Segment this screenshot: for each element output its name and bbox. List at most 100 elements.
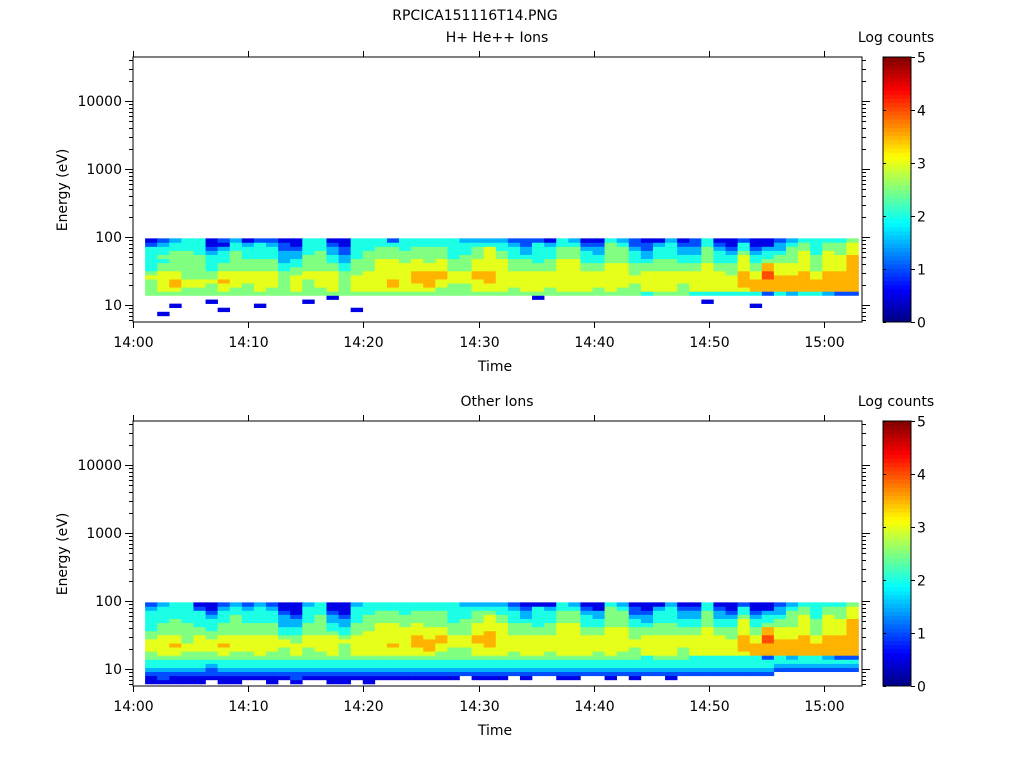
heatmap-cell: [362, 618, 376, 624]
heatmap-cell: [399, 246, 412, 251]
heatmap-cell: [592, 663, 605, 668]
heatmap-cell: [761, 275, 775, 280]
colorbar-segment: [883, 272, 911, 277]
heatmap-cell: [314, 606, 327, 611]
heatmap-cell: [338, 671, 351, 677]
heatmap-cell: [713, 271, 726, 276]
heatmap-cell: [278, 238, 291, 243]
heatmap-cell: [302, 266, 315, 272]
heatmap-cell: [628, 630, 642, 636]
heatmap-cell: [568, 626, 581, 632]
heatmap-cell: [411, 238, 424, 243]
heatmap-cell: [217, 651, 231, 656]
heatmap-cell: [302, 271, 315, 276]
heatmap-cell: [749, 242, 763, 247]
heatmap-cell: [773, 626, 787, 632]
heatmap-cell: [652, 283, 666, 288]
heatmap-cell: [519, 614, 533, 619]
heatmap-cell: [435, 635, 448, 640]
colorbar-segment: [883, 214, 911, 219]
heatmap-cell: [773, 258, 787, 264]
heatmap-cell: [302, 671, 315, 677]
heatmap-cell: [399, 622, 412, 628]
heatmap-cell: [580, 659, 593, 664]
colorbar-segment: [883, 512, 911, 517]
heatmap-cell: [386, 602, 400, 607]
heatmap-cell: [616, 639, 630, 644]
heatmap-cell: [519, 622, 533, 628]
heatmap-cell: [338, 606, 351, 611]
colorbar-segment: [883, 193, 911, 199]
heatmap-cell: [229, 643, 243, 648]
heatmap-cell: [507, 242, 521, 247]
heatmap-cell: [253, 655, 267, 660]
heatmap-cell: [253, 279, 267, 284]
heatmap-cell: [640, 287, 654, 292]
colorbar-segment: [883, 454, 911, 459]
heatmap-cell: [423, 618, 436, 624]
heatmap-cell: [459, 606, 472, 611]
heatmap-cell: [241, 610, 255, 615]
heatmap-cell: [362, 258, 376, 264]
heatmap-cell: [157, 262, 170, 268]
colorbar-segment: [883, 536, 911, 542]
heatmap-cell: [447, 606, 460, 611]
heatmap-cell: [786, 606, 799, 611]
heatmap-cell: [725, 630, 738, 636]
heatmap-cell: [568, 622, 581, 628]
heatmap-cell: [580, 262, 593, 268]
heatmap-cell: [157, 311, 170, 317]
heatmap-cell: [810, 606, 823, 611]
heatmap-cell: [665, 651, 678, 656]
heatmap-cell: [217, 307, 231, 313]
heatmap-cell: [411, 655, 424, 660]
heatmap-cell: [665, 606, 678, 611]
heatmap-cell: [725, 287, 738, 292]
heatmap-cell: [386, 630, 400, 636]
heatmap-cell: [725, 639, 738, 644]
heatmap-cell: [471, 651, 484, 656]
heatmap-cell: [713, 622, 726, 628]
heatmap-cell: [374, 675, 388, 681]
heatmap-cell: [483, 275, 497, 280]
heatmap-cell: [459, 266, 472, 272]
heatmap-cell: [217, 655, 231, 660]
heatmap-cell: [423, 610, 436, 615]
heatmap-cell: [652, 602, 666, 607]
heatmap-cell: [749, 651, 763, 656]
heatmap-cell: [423, 250, 436, 255]
heatmap-cell: [253, 659, 267, 664]
heatmap-cell: [399, 647, 412, 652]
heatmap-cell: [786, 258, 799, 264]
heatmap-cell: [423, 622, 436, 628]
heatmap-cell: [592, 618, 605, 624]
heatmap-cell: [761, 618, 775, 624]
colorbar-segment: [883, 264, 911, 269]
heatmap-cell: [471, 283, 484, 288]
heatmap-cell: [241, 266, 255, 272]
heatmap-cell: [278, 639, 291, 644]
heatmap-cell: [435, 618, 448, 624]
heatmap-cell: [459, 663, 472, 668]
heatmap-cell: [761, 651, 775, 656]
heatmap-cell: [205, 675, 218, 681]
heatmap-cell: [495, 602, 509, 607]
heatmap-cell: [810, 622, 823, 628]
heatmap-cell: [181, 626, 194, 632]
heatmap-cell: [181, 647, 194, 652]
heatmap-cell: [374, 651, 388, 656]
heatmap-cell: [786, 242, 799, 247]
heatmap-cell: [556, 643, 569, 648]
heatmap-cell: [556, 287, 569, 292]
heatmap-cell: [689, 602, 702, 607]
heatmap-cell: [471, 667, 484, 673]
heatmap-cell: [713, 238, 726, 243]
heatmap-cell: [350, 643, 364, 648]
heatmap-cell: [689, 659, 702, 664]
heatmap-cell: [435, 258, 448, 264]
heatmap-cell: [810, 635, 823, 640]
heatmap-cell: [386, 271, 400, 276]
heatmap-cell: [640, 663, 654, 668]
heatmap-cell: [169, 606, 182, 611]
heatmap-cell: [157, 679, 170, 685]
